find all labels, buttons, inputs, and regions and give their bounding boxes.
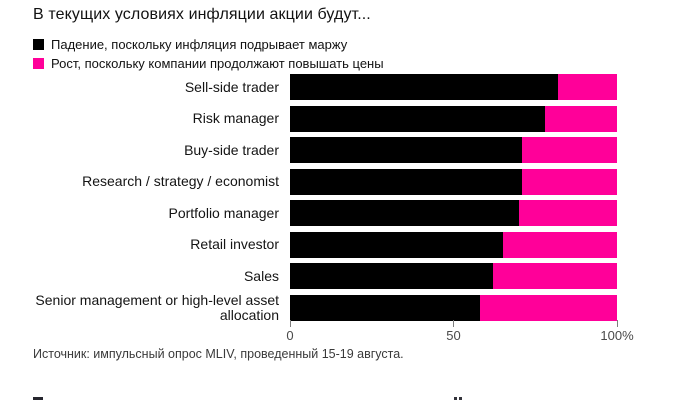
bar-segment-fall: [290, 263, 493, 289]
bar-segment-fall: [290, 231, 503, 258]
bar: [290, 105, 617, 132]
legend-item-rise: Рост, поскольку компании продолжают повы…: [33, 54, 384, 73]
cutoff-text-fragment: [454, 397, 457, 400]
x-axis-tick-label: 100%: [600, 328, 634, 343]
chart-title: В текущих условиях инфляции акции будут.…: [33, 6, 371, 23]
category-label: Retail investor: [190, 236, 279, 252]
bar: [290, 231, 617, 258]
cutoff-text-fragment: [459, 397, 462, 400]
legend-item-fall: Падение, поскольку инфляция подрывает ма…: [33, 35, 384, 54]
bar-segment-rise: [545, 105, 617, 132]
bar: [290, 137, 617, 163]
legend-swatch-fall-icon: [33, 39, 44, 50]
bar: [290, 168, 617, 195]
bar-row: Senior management or high-level asset al…: [0, 291, 617, 323]
legend-label-fall: Падение, поскольку инфляция подрывает ма…: [51, 37, 348, 52]
x-axis-tick-label: 0: [286, 328, 294, 343]
bar-row: Portfolio manager: [0, 200, 617, 226]
bar-segment-fall: [290, 74, 559, 100]
cutoff-text-fragment: [33, 397, 43, 400]
bar: [290, 74, 617, 100]
bar-segment-fall: [290, 200, 519, 226]
category-label: Sell-side trader: [184, 78, 279, 95]
bar-segment-rise: [479, 294, 617, 321]
stacked-bar-chart: Sell-side trader Risk manager Buy-side t…: [0, 74, 617, 323]
bar-segment-fall: [290, 105, 546, 132]
bar-row: Retail investor: [0, 231, 617, 258]
category-label: Sales: [243, 267, 279, 284]
bar-row: Research / strategy / economist: [0, 168, 617, 195]
bar-segment-rise: [522, 168, 617, 195]
bar: [290, 263, 617, 289]
bar-row: Sales: [0, 263, 617, 289]
bar-segment-fall: [290, 294, 480, 321]
bar-row: Buy-side trader: [0, 137, 617, 163]
category-label: Research / strategy / economist: [82, 173, 279, 189]
x-axis-tick-label: 50: [446, 328, 461, 343]
category-label: Risk manager: [192, 110, 279, 126]
x-axis-tick: [289, 320, 291, 327]
bar-row: Sell-side trader: [0, 74, 617, 100]
bar-segment-rise: [522, 137, 617, 163]
x-axis-tick: [616, 320, 618, 327]
legend-label-rise: Рост, поскольку компании продолжают повы…: [51, 56, 384, 71]
bar-segment-rise: [558, 74, 617, 100]
bar: [290, 200, 617, 226]
x-axis: [289, 320, 618, 328]
bar-segment-rise: [502, 231, 617, 258]
category-label: Buy-side trader: [184, 141, 279, 158]
category-label: Portfolio manager: [168, 204, 279, 221]
bar-segment-fall: [290, 137, 523, 163]
bar-segment-rise: [518, 200, 617, 226]
legend-swatch-rise-icon: [33, 58, 44, 69]
x-axis-tick: [453, 320, 454, 327]
bar-segment-rise: [492, 263, 617, 289]
bar-segment-fall: [290, 168, 523, 195]
x-axis-labels: 0 50 100%: [286, 328, 633, 343]
category-label: Senior management or high-level asset al…: [35, 291, 279, 323]
legend: Падение, поскольку инфляция подрывает ма…: [33, 35, 384, 73]
source-note: Источник: импульсный опрос MLIV, проведе…: [33, 347, 404, 361]
bar: [290, 294, 617, 321]
bar-row: Risk manager: [0, 105, 617, 132]
